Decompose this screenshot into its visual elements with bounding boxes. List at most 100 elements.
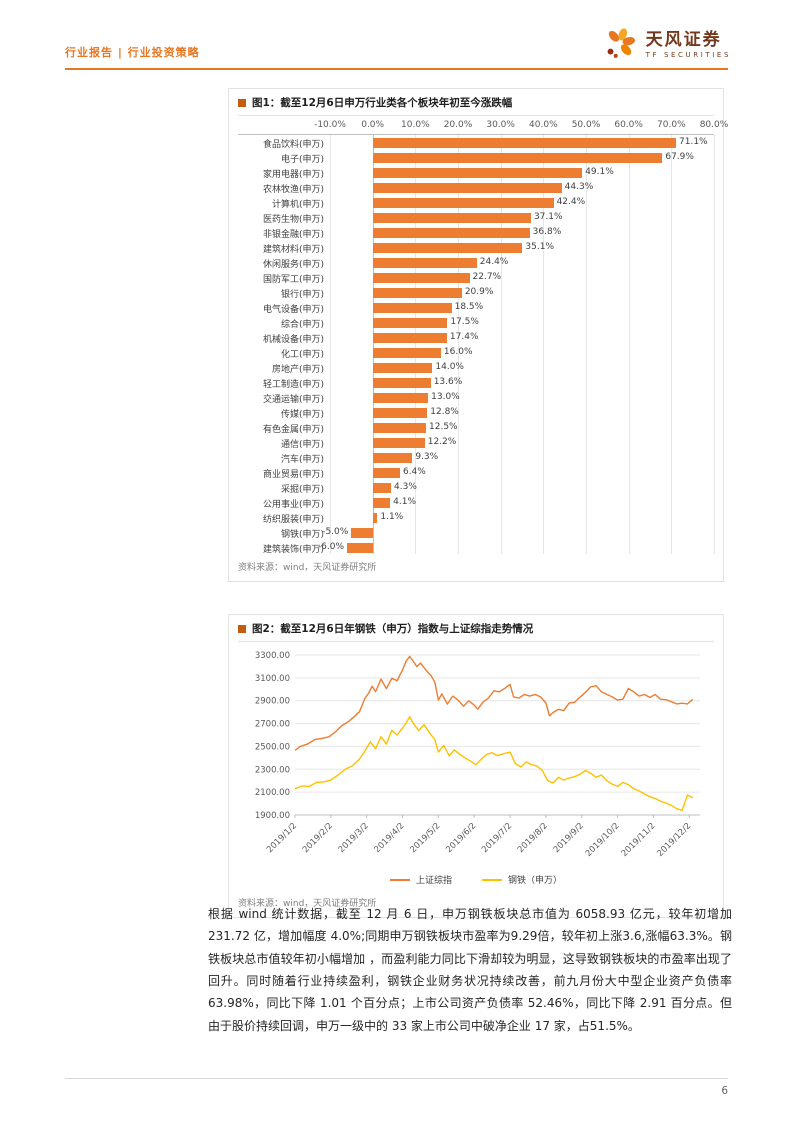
figure-2: 图2：截至12月6日年钢铁（申万）指数与上证综指走势情况 1900.00 2100… <box>228 614 724 918</box>
figure-1-source: 资料来源：wind，天风证券研究所 <box>238 563 377 573</box>
bar-row: 钢铁(申万) -5.0% <box>238 525 714 540</box>
gridline <box>714 135 715 554</box>
bar-category-label: 通信(申万) <box>280 440 324 450</box>
bar-value-label: 17.4% <box>449 332 479 342</box>
legend-label: 上证综指 <box>415 876 452 886</box>
bar <box>372 317 448 328</box>
figure-title-bullet-icon <box>238 624 246 633</box>
bar-value-label: 9.3% <box>415 452 439 462</box>
bar <box>372 197 554 208</box>
bar-category-label: 钢铁(申万) <box>280 530 324 540</box>
x-axis-label: 2019/11/2 <box>620 821 658 859</box>
gridline <box>586 135 587 554</box>
bar <box>372 482 391 493</box>
bar-plot-area: 食品饮料(申万) 71.1% 电子(申万) 67.9% 家用电器(申万) 49.1% 农林牧… <box>238 134 715 555</box>
gridline <box>628 135 630 554</box>
bar-category-label: 非银金融(申万) <box>262 230 324 240</box>
bar-axis-row: -10.0% 0.0% 10.0% 20.0% 30.0% 40.0% 50.0% 60.0%… <box>238 119 728 134</box>
bar-row: 化工(申万) 16.0% <box>238 345 714 360</box>
bar-row: 建筑材料(申万) 35.1% <box>238 240 714 255</box>
bar-category-label: 农林牧渔(申万) <box>262 185 324 195</box>
figure-2-line-chart: 1900.00 2100.00 2300.00 2500.00 2700.00 2900.… <box>238 647 714 890</box>
bar-value-label: 44.3% <box>564 182 594 192</box>
brand-text-block: 天风证券 TF SECURITIES <box>646 31 731 59</box>
bar <box>351 527 373 538</box>
y-axis-label: 2100.00 <box>255 788 290 798</box>
x-axis-label: 2019/1/2 <box>265 821 299 855</box>
bar-value-label: -6.0% <box>317 542 345 552</box>
series-line <box>294 715 694 812</box>
bar <box>372 452 413 463</box>
bar-row: 通信(申万) 12.2% <box>238 435 714 450</box>
bar <box>372 287 462 298</box>
x-axis-label: 2019/3/2 <box>337 821 371 855</box>
bar-category-label: 汽车(申万) <box>280 455 324 465</box>
bar-category-label: 计算机(申万) <box>271 200 324 210</box>
bar <box>372 392 429 403</box>
gridline <box>543 135 545 554</box>
bar-value-label: 67.9% <box>665 152 694 162</box>
bar-category-label: 银行(申万) <box>280 290 324 300</box>
bar-value-label: 1.1% <box>380 512 404 522</box>
x-axis-label: 2019/5/2 <box>408 821 442 855</box>
bar <box>372 332 447 343</box>
bar-row: 汽车(申万) 9.3% <box>238 450 714 465</box>
chart-legend: 上证综指 钢铁（申万） <box>238 873 714 890</box>
bar-value-label: 42.4% <box>556 197 586 207</box>
bar <box>372 272 470 283</box>
bar-category-label: 有色金属(申万) <box>262 425 324 435</box>
bar-row: 纺织服装(申万) 1.1% <box>238 510 714 525</box>
bar <box>372 422 426 433</box>
bar-value-label: 4.3% <box>394 482 417 492</box>
bar-category-label: 轻工制造(申万) <box>262 380 324 390</box>
bar <box>372 257 477 268</box>
y-axis-label: 2700.00 <box>255 720 290 730</box>
bar-category-label: 化工(申万) <box>280 350 324 360</box>
bar <box>372 152 663 163</box>
bar-row: 国防军工(申万) 22.7% <box>238 270 714 285</box>
y-axis-label: 1900.00 <box>255 811 290 821</box>
legend-line-swatch <box>389 878 410 881</box>
bar-value-label: 17.5% <box>450 317 479 327</box>
bar <box>347 542 373 553</box>
bar-row: 家用电器(申万) 49.1% <box>238 165 714 180</box>
gridline <box>458 135 459 554</box>
bar <box>372 377 431 388</box>
bar-value-label: 13.6% <box>433 377 463 387</box>
axis-tick-label: 40.0% <box>529 120 558 130</box>
legend-label: 钢铁（申万） <box>508 876 563 886</box>
axis-tick-label: 0.0% <box>361 120 385 130</box>
figure-title-bullet-icon <box>238 98 246 107</box>
bar-value-label: 12.2% <box>427 437 457 447</box>
bar-row: 传媒(申万) 12.8% <box>238 405 714 420</box>
bar-row: 轻工制造(申万) 13.6% <box>238 375 714 390</box>
bar <box>372 227 530 238</box>
bar-row: 农林牧渔(申万) 44.3% <box>238 180 714 195</box>
bar-category-label: 建筑装饰(申万) <box>262 545 324 555</box>
x-axis-label: 2019/2/2 <box>301 821 335 855</box>
x-axis-label: 2019/10/2 <box>584 821 622 859</box>
figure-1-title: 图1：截至12月6日申万行业类各个板块年初至今涨跌幅 <box>238 89 714 116</box>
bar <box>372 182 562 193</box>
x-axis-label: 2019/4/2 <box>373 821 407 855</box>
bar-category-label: 交通运输(申万) <box>262 395 324 405</box>
figure-1-title-text: 图1：截至12月6日申万行业类各个板块年初至今涨跌幅 <box>252 97 513 109</box>
bar-row: 医药生物(申万) 37.1% <box>238 210 714 225</box>
x-axis-label: 2019/12/2 <box>655 821 693 859</box>
bar-category-label: 纺织服装(申万) <box>262 515 324 525</box>
bar-row: 交通运输(申万) 13.0% <box>238 390 714 405</box>
bar-row: 休闲服务(申万) 24.4% <box>238 255 714 270</box>
bar-value-label: 12.5% <box>429 422 458 432</box>
bar-value-label: 18.5% <box>454 302 484 312</box>
bar <box>372 137 677 148</box>
bar <box>372 242 523 253</box>
gridline <box>500 135 502 554</box>
bar-value-label: 13.0% <box>431 392 460 402</box>
bar-value-label: 4.1% <box>393 497 417 507</box>
figure-1-bar-chart: -10.0% 0.0% 10.0% 20.0% 30.0% 40.0% 50.0% 60.0%… <box>238 119 728 555</box>
report-category-label: 行业报告 | 行业投资策略 <box>65 46 200 59</box>
axis-tick-label: 50.0% <box>571 120 601 130</box>
bar-category-label: 家用电器(申万) <box>262 170 324 180</box>
bar-row: 综合(申万) 17.5% <box>238 315 714 330</box>
